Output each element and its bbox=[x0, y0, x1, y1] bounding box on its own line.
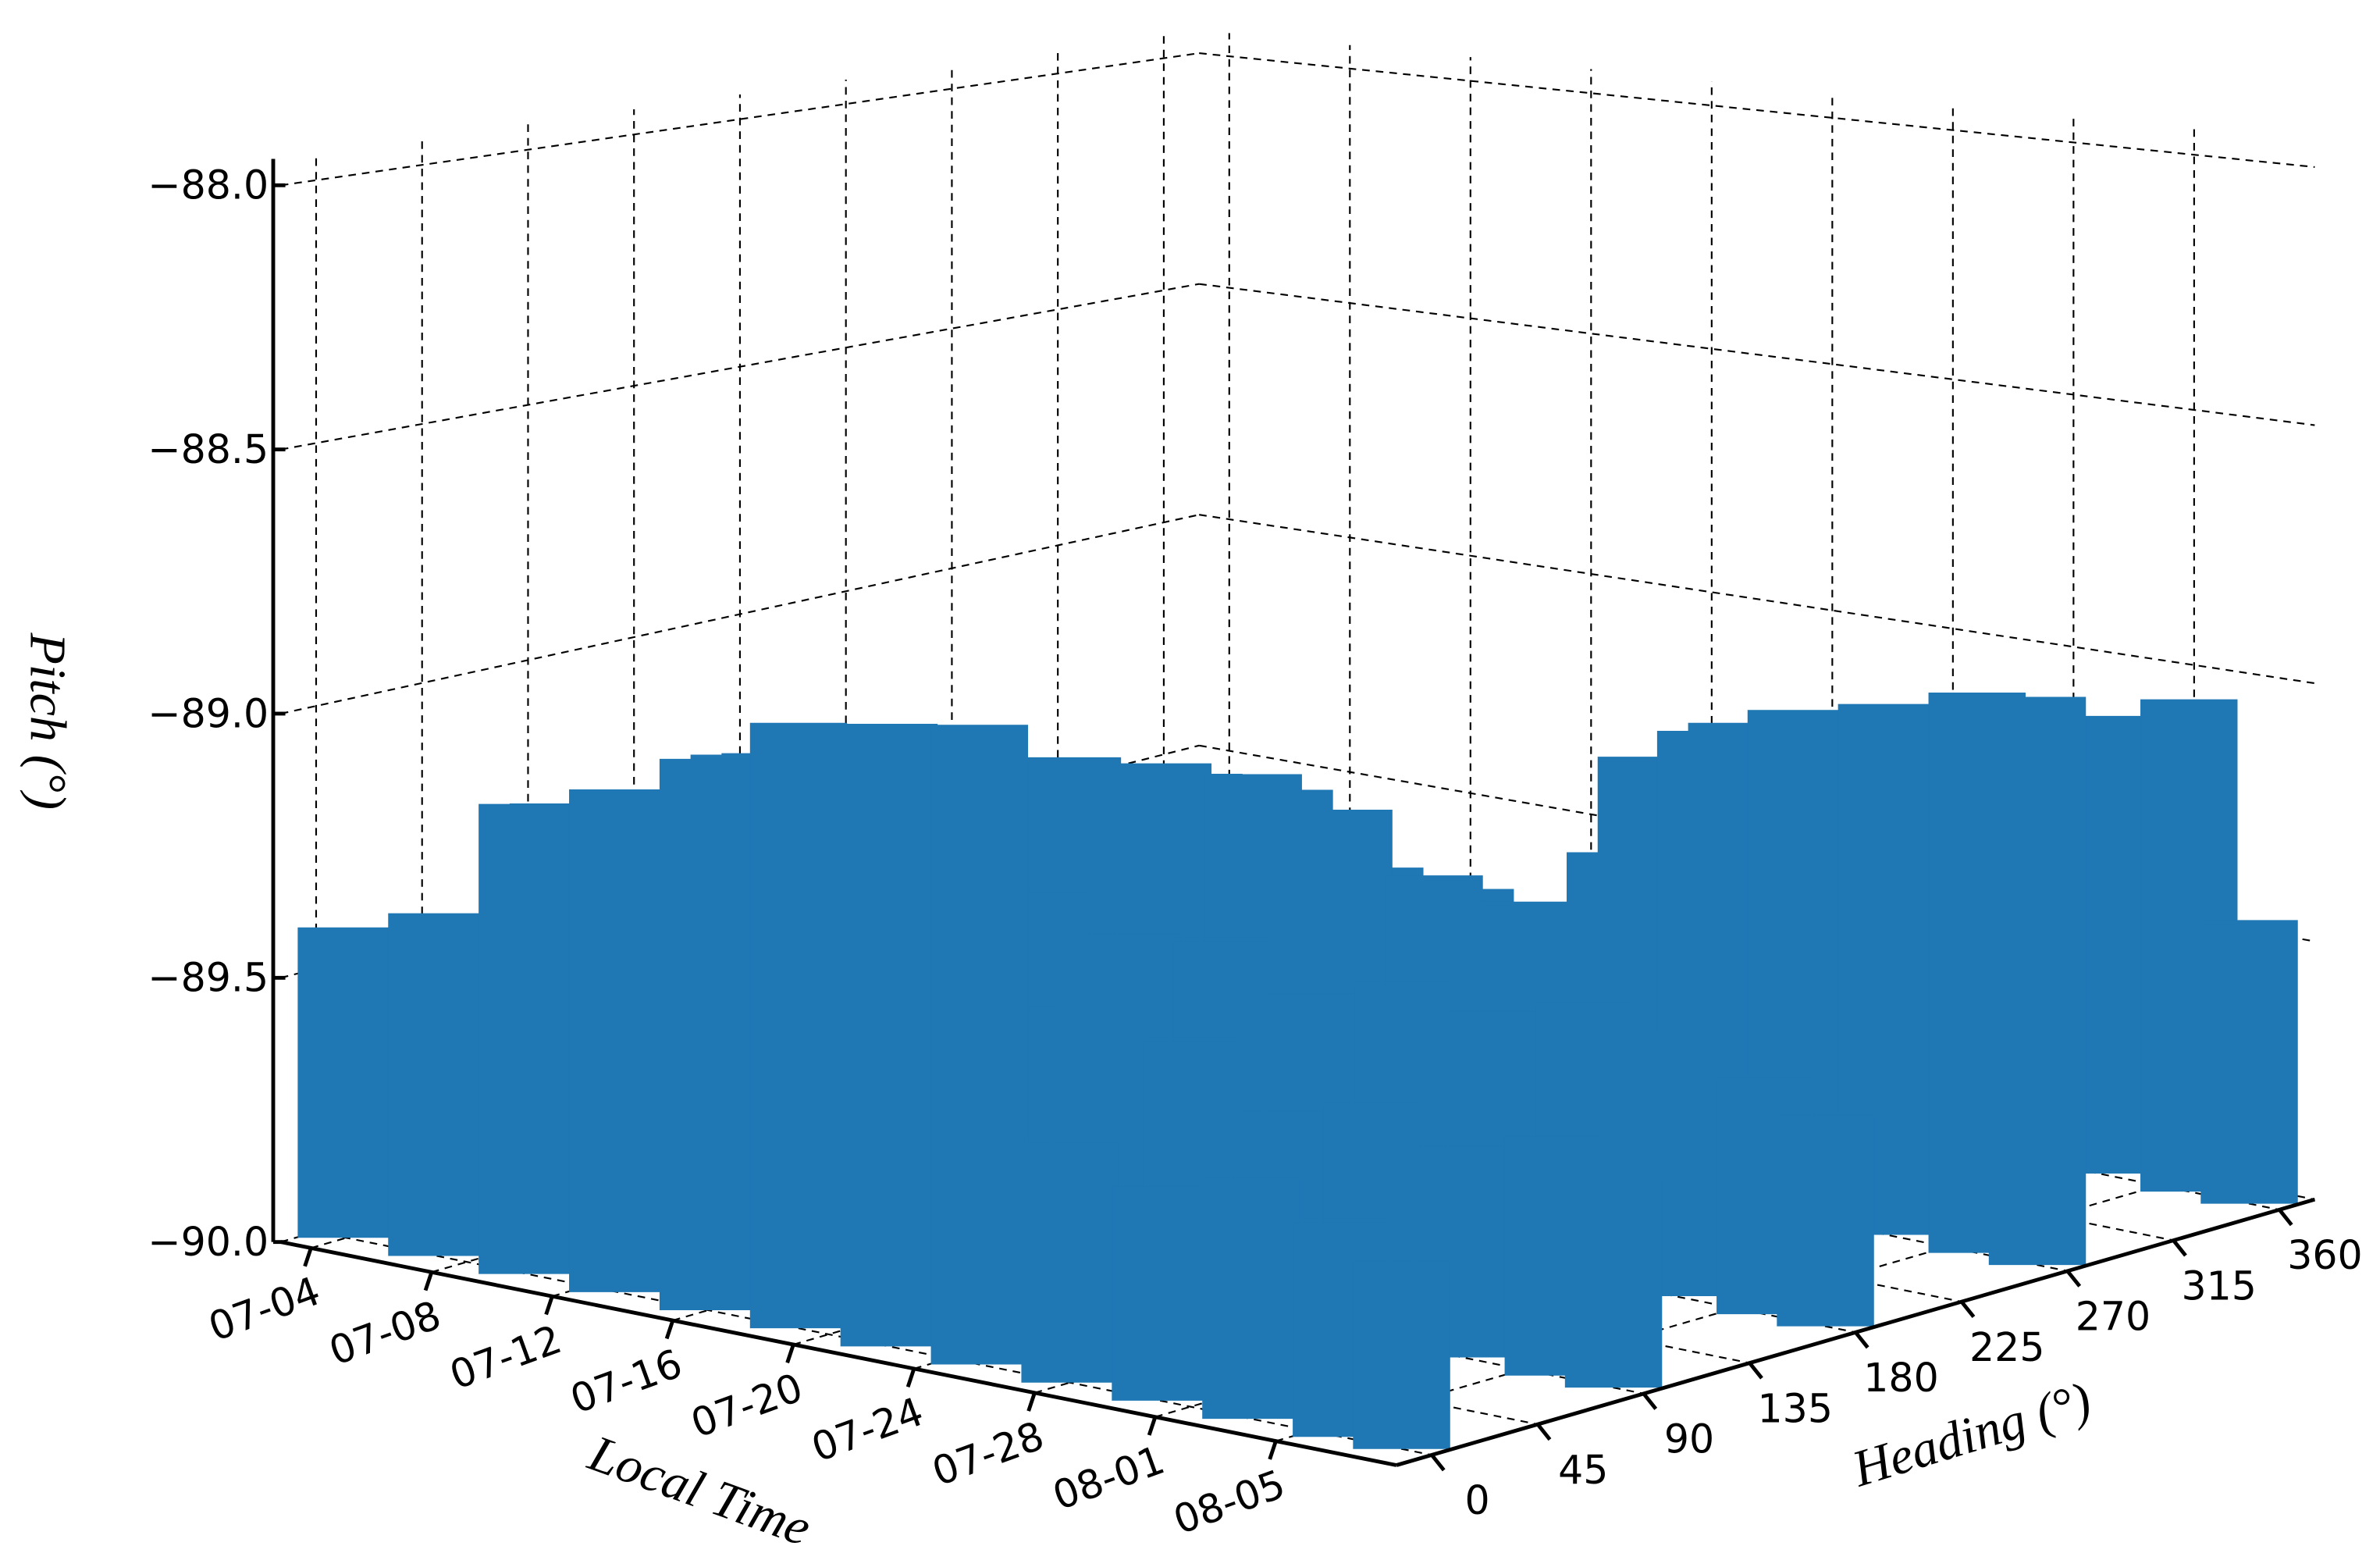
y-tick bbox=[1642, 1392, 1658, 1410]
y-tick bbox=[2278, 1208, 2293, 1227]
z-axis-title: Pitch (°) bbox=[19, 632, 76, 810]
y-tick bbox=[2065, 1270, 2082, 1288]
x-tick bbox=[1026, 1392, 1037, 1412]
y-tick-label: 360 bbox=[2287, 1232, 2362, 1278]
z-tick-label: −89.0 bbox=[148, 690, 269, 736]
y-tick-label: 180 bbox=[1863, 1355, 1938, 1401]
x-axis bbox=[280, 1240, 1397, 1467]
x-tick bbox=[785, 1344, 795, 1364]
x-tick-label: 07-24 bbox=[806, 1388, 929, 1471]
y-tick-label: 225 bbox=[1969, 1324, 2044, 1370]
y-tick-label: 135 bbox=[1758, 1385, 1833, 1431]
x-tick-label: 07-12 bbox=[444, 1316, 567, 1398]
x-tick bbox=[1268, 1440, 1278, 1460]
z-tick-label: −88.0 bbox=[148, 162, 269, 208]
x-tick-label: 07-04 bbox=[203, 1267, 326, 1350]
y-tick-label: 315 bbox=[2181, 1263, 2256, 1309]
x-tick-label: 07-28 bbox=[927, 1412, 1050, 1495]
wall-grid-line bbox=[280, 52, 1200, 187]
y-tick-label: 270 bbox=[2076, 1294, 2151, 1340]
z-tick-label: −89.5 bbox=[148, 955, 269, 1001]
y-tick bbox=[1748, 1362, 1763, 1380]
x-tick-label: 07-08 bbox=[323, 1291, 446, 1374]
x-tick-label: 07-20 bbox=[685, 1364, 809, 1447]
x-tick-label: 07-16 bbox=[564, 1340, 688, 1423]
y-tick bbox=[1430, 1453, 1446, 1472]
z-tick-label: −88.5 bbox=[148, 426, 269, 472]
x-tick bbox=[423, 1271, 434, 1291]
x-tick bbox=[905, 1368, 916, 1387]
x-tick bbox=[664, 1320, 675, 1340]
y-tick-label: 90 bbox=[1664, 1416, 1714, 1462]
x-tick-label: 08-01 bbox=[1047, 1437, 1170, 1519]
z-tick-label: −90.0 bbox=[148, 1219, 269, 1265]
y-tick bbox=[2172, 1239, 2187, 1257]
wall-grid-line bbox=[1199, 283, 2315, 426]
y-tick bbox=[1854, 1330, 1869, 1349]
y-tick-label: 45 bbox=[1558, 1447, 1608, 1493]
wall-grid-line bbox=[280, 283, 1200, 451]
wall-grid-line bbox=[1199, 514, 2315, 685]
y-tick bbox=[1536, 1423, 1552, 1441]
x-tick bbox=[1147, 1416, 1158, 1436]
x-tick bbox=[303, 1247, 313, 1267]
wall-grid-line bbox=[1199, 52, 2315, 169]
y-tick-label: 0 bbox=[1464, 1477, 1489, 1523]
x-tick-label: 08-05 bbox=[1168, 1461, 1291, 1544]
x-tick bbox=[544, 1295, 554, 1316]
y-tick bbox=[1960, 1300, 1976, 1319]
wall-grid-line bbox=[280, 514, 1200, 715]
